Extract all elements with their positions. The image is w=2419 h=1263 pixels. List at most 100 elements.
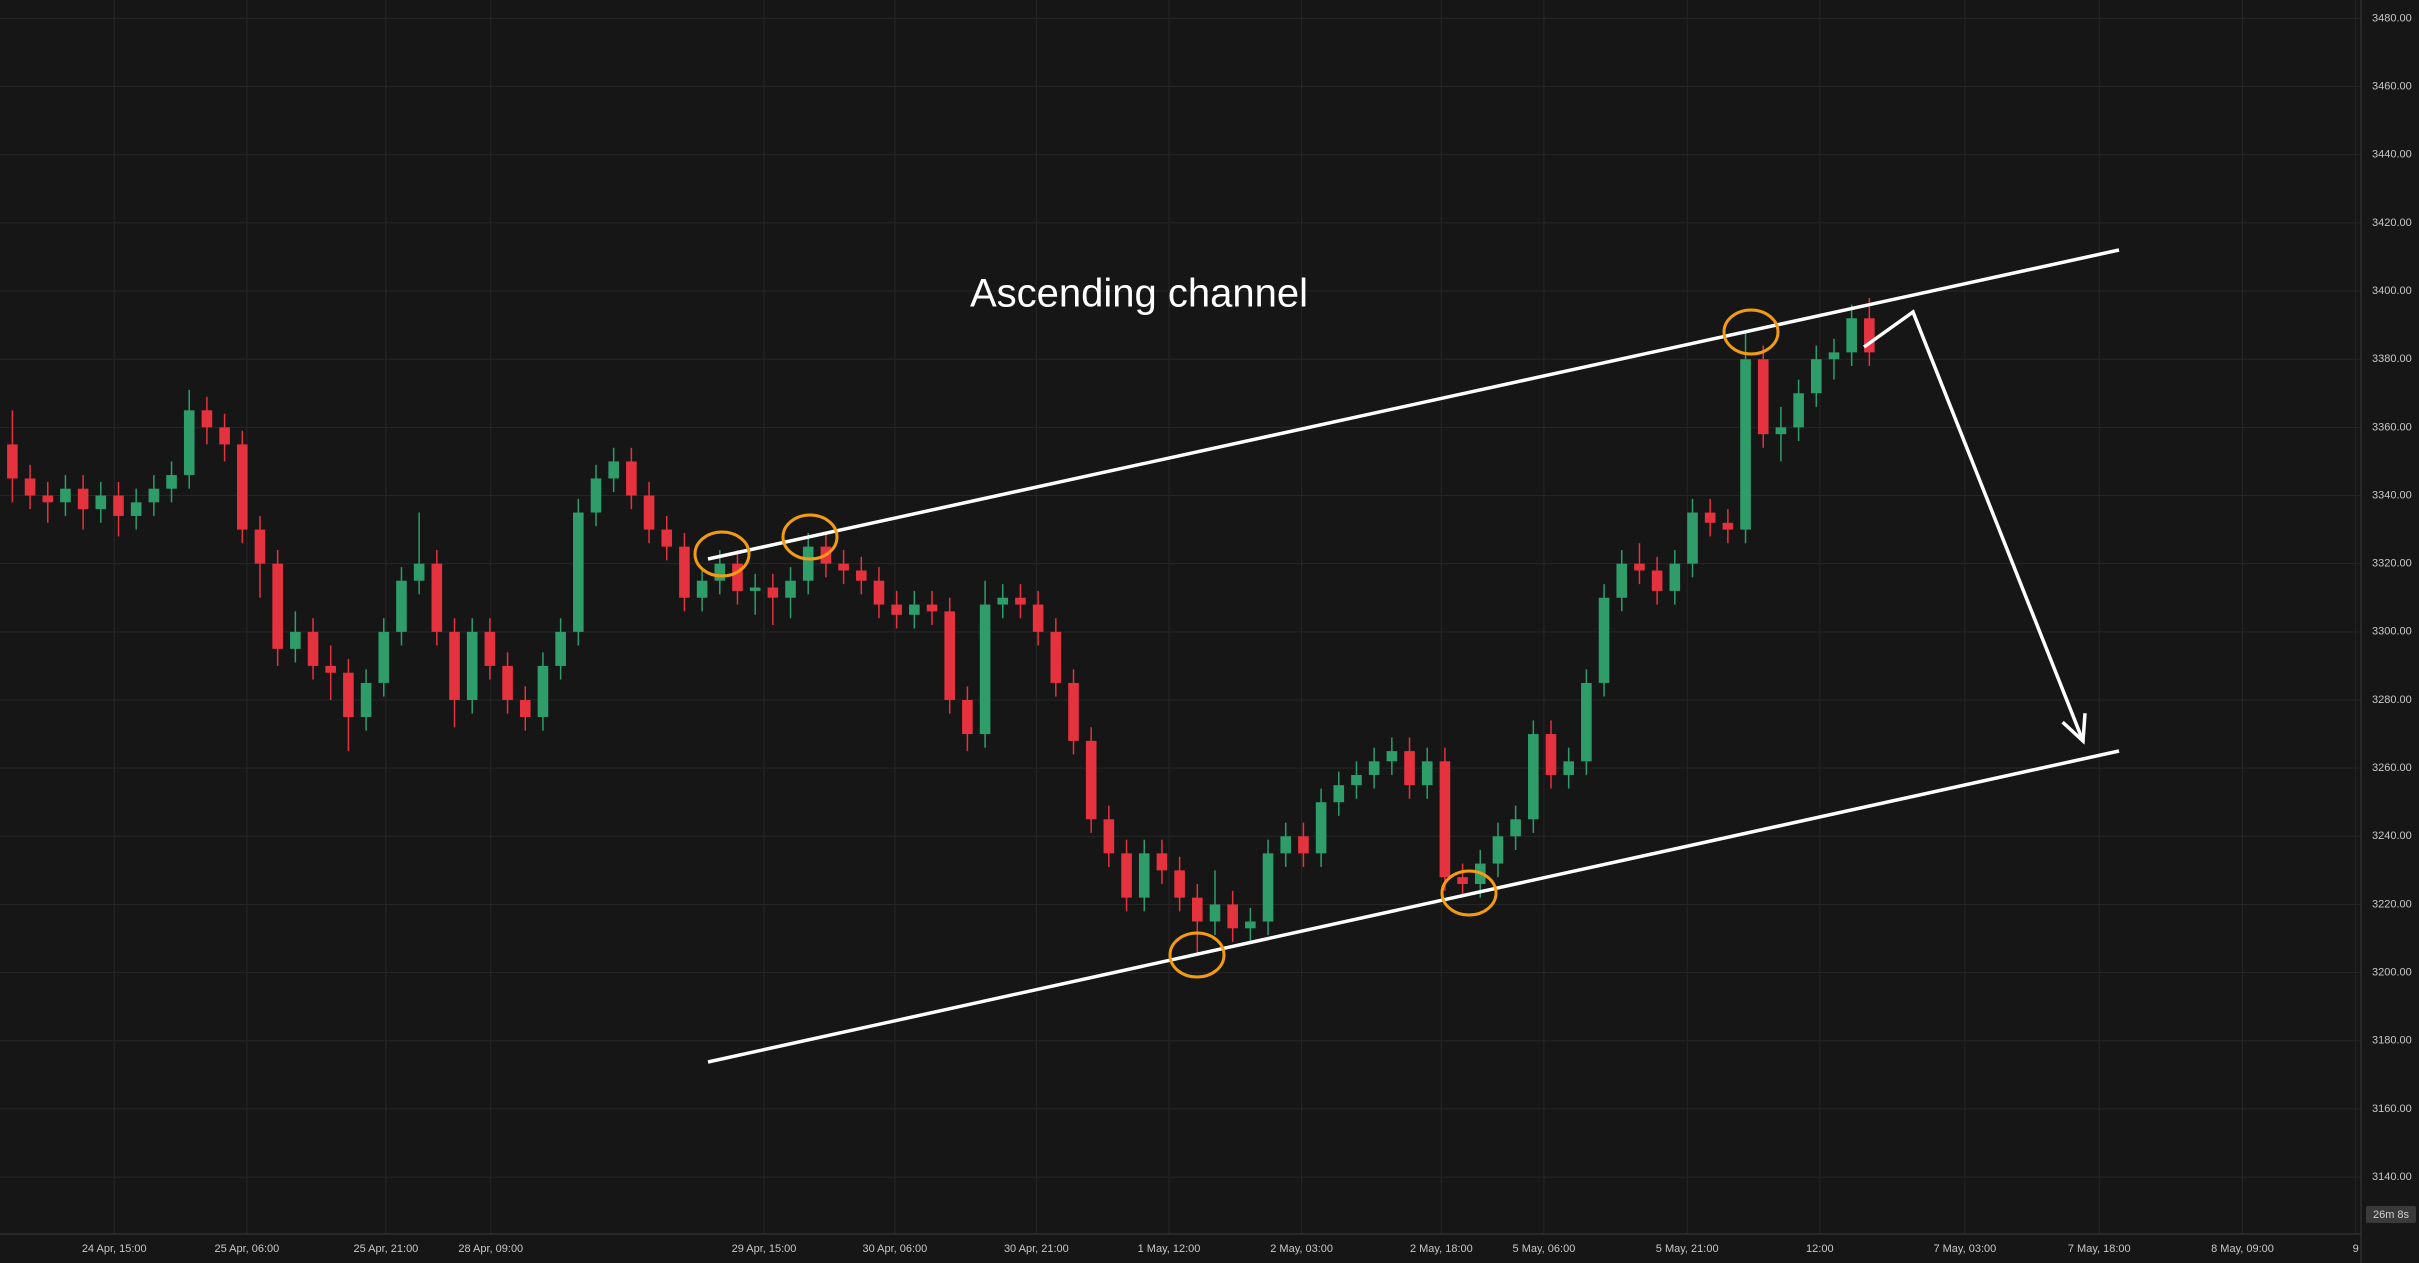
time-axis bbox=[0, 1234, 2361, 1263]
candle-body bbox=[1298, 836, 1309, 854]
candle-body bbox=[7, 444, 18, 479]
countdown-box bbox=[2366, 1206, 2416, 1223]
candle-body bbox=[325, 665, 337, 673]
candle-body bbox=[1457, 877, 1468, 885]
candle-body bbox=[1828, 352, 1840, 360]
candle-body bbox=[1404, 751, 1415, 786]
x-tick-label: 29 Apr, 15:00 bbox=[732, 1243, 797, 1255]
candle-body bbox=[1757, 359, 1769, 435]
candle-body bbox=[1775, 427, 1787, 435]
lower-channel-line bbox=[707, 749, 2120, 1064]
x-tick-label: 30 Apr, 06:00 bbox=[862, 1243, 927, 1255]
candle-body bbox=[1209, 904, 1221, 922]
touch-circle bbox=[693, 530, 751, 578]
candle-body bbox=[42, 495, 54, 503]
candle-body bbox=[1439, 761, 1451, 878]
candle-body bbox=[537, 665, 549, 718]
candle-body bbox=[1174, 870, 1185, 898]
axis-labels: 3140.00 3160.00 3180.00 3200.00 3220.00 3240.… bbox=[82, 12, 2412, 1255]
y-tick-label: 3280.00 bbox=[2372, 694, 2412, 706]
candle-body bbox=[113, 495, 124, 516]
y-tick-label: 3200.00 bbox=[2372, 967, 2412, 979]
candle-body bbox=[60, 488, 71, 503]
candle-body bbox=[997, 597, 1009, 605]
candle-body bbox=[926, 604, 938, 612]
x-tick-label: 2 May, 18:00 bbox=[1410, 1243, 1473, 1255]
candle-body bbox=[855, 570, 867, 581]
candle-body bbox=[979, 604, 991, 735]
y-tick-label: 3360.00 bbox=[2372, 421, 2412, 433]
candle-body bbox=[166, 475, 177, 489]
x-tick-label: 9 bbox=[2353, 1243, 2359, 1255]
candle-body bbox=[1634, 563, 1645, 571]
candle-body bbox=[1227, 904, 1238, 929]
candle-body bbox=[95, 495, 107, 510]
x-tick-label: 8 May, 09:00 bbox=[2211, 1243, 2274, 1255]
candle-body bbox=[1333, 785, 1345, 803]
candle-body bbox=[219, 427, 230, 445]
candle-body bbox=[77, 488, 89, 510]
candle-body bbox=[236, 444, 248, 530]
candle-body bbox=[1492, 836, 1504, 864]
candle-body bbox=[555, 631, 566, 666]
x-tick-label: 25 Apr, 21:00 bbox=[353, 1243, 418, 1255]
candle-body bbox=[1068, 682, 1079, 741]
candle-body bbox=[1421, 761, 1433, 786]
y-tick-label: 3440.00 bbox=[2372, 149, 2412, 161]
candle-body bbox=[1722, 522, 1734, 530]
candle-body bbox=[1864, 318, 1875, 353]
candle-body bbox=[1510, 819, 1521, 837]
y-tick-label: 3420.00 bbox=[2372, 217, 2412, 229]
y-tick-label: 3220.00 bbox=[2372, 898, 2412, 910]
candle-body bbox=[1687, 512, 1698, 564]
candle-body bbox=[1651, 570, 1663, 591]
candle-body bbox=[1740, 359, 1751, 530]
candle-body bbox=[802, 546, 814, 581]
candle-body bbox=[24, 478, 36, 496]
projection-arrow bbox=[1862, 309, 2085, 742]
countdown: 26m 8s bbox=[2373, 1209, 2410, 1221]
candle-body bbox=[1032, 604, 1044, 632]
candle-body bbox=[1846, 318, 1857, 353]
candle-body bbox=[1616, 563, 1628, 598]
y-tick-label: 3340.00 bbox=[2372, 489, 2412, 501]
y-tick-label: 3400.00 bbox=[2372, 285, 2412, 297]
candle-body bbox=[413, 563, 425, 581]
price-axis bbox=[2361, 0, 2419, 1263]
candle-body bbox=[1103, 819, 1115, 854]
y-tick-label: 3460.00 bbox=[2372, 80, 2412, 92]
x-tick-label: 25 Apr, 06:00 bbox=[214, 1243, 279, 1255]
candle-body bbox=[484, 631, 496, 666]
candle-body bbox=[714, 563, 726, 581]
candle-body bbox=[1262, 853, 1274, 922]
candle-body bbox=[1050, 631, 1062, 683]
candles bbox=[7, 297, 1875, 956]
candle-body bbox=[519, 699, 531, 718]
candle-body bbox=[1581, 682, 1592, 762]
touch-circle bbox=[1722, 308, 1780, 356]
x-tick-label: 28 Apr, 09:00 bbox=[458, 1243, 523, 1255]
candle-body bbox=[962, 699, 973, 735]
candle-body bbox=[1528, 734, 1539, 820]
candle-body bbox=[1085, 740, 1097, 820]
y-tick-label: 3140.00 bbox=[2372, 1171, 2412, 1183]
candle-body bbox=[1810, 359, 1822, 394]
candle-body bbox=[1138, 853, 1150, 898]
y-tick-label: 3480.00 bbox=[2372, 12, 2412, 24]
candle-body bbox=[767, 587, 779, 598]
touch-circle bbox=[781, 513, 839, 561]
candle-body bbox=[590, 478, 602, 513]
candle-body bbox=[378, 631, 390, 683]
candle-body bbox=[183, 410, 195, 476]
candle-body bbox=[1280, 836, 1292, 854]
arrow-head bbox=[2061, 713, 2087, 745]
candle-body bbox=[573, 512, 584, 632]
candle-body bbox=[1669, 563, 1681, 591]
candle-body bbox=[679, 546, 690, 598]
candle-body bbox=[449, 631, 460, 700]
candle-body bbox=[643, 495, 655, 530]
candle-body bbox=[1386, 751, 1398, 762]
x-tick-label: 12:00 bbox=[1806, 1243, 1834, 1255]
candle-body bbox=[1351, 774, 1362, 786]
